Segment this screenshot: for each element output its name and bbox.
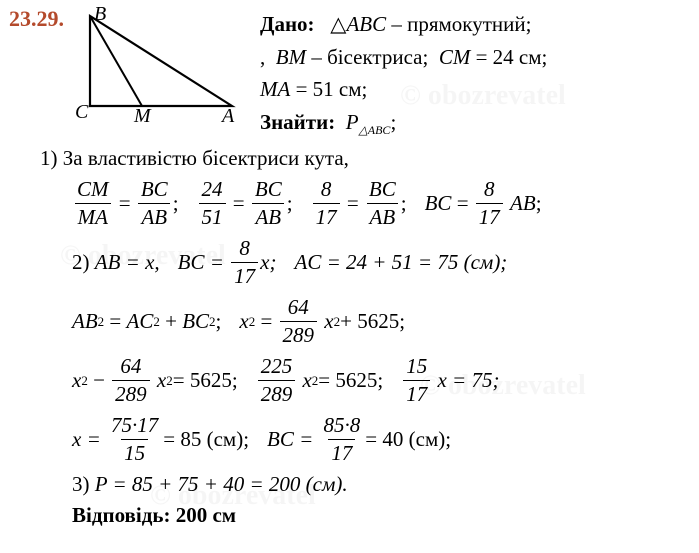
find-line: Знайти: P△ABC;: [260, 106, 690, 140]
step-1: 1) За властивістю бісектриси кута,: [40, 146, 690, 171]
row-1: CMMA = BCAB ; 2451 = BCAB ; 817 = BCAB ;…: [40, 177, 690, 230]
svg-text:A: A: [220, 105, 235, 124]
row-4: x2 − 64289 x2 = 5625; 225289 x2 = 5625; …: [40, 354, 690, 407]
find-sub: △ABC: [359, 123, 391, 137]
given-bm: BM: [276, 45, 306, 69]
answer-value: 200 см: [176, 503, 236, 528]
given-line-1: Дано: △ABC – прямокутний;: [260, 8, 690, 41]
given-cm: CM: [439, 45, 471, 69]
given-text-1b: – прямокутний;: [386, 12, 531, 36]
step-3: 3) P = 85 + 75 + 40 = 200 (см).: [40, 472, 690, 497]
given-text-3b: = 51 см;: [290, 77, 367, 101]
given-tri: ABC: [346, 12, 386, 36]
triangle-diagram: B C M A: [72, 6, 242, 124]
given-label: Дано:: [260, 12, 315, 36]
row-2: 2) AB = x, BC = 817 x; AC = 24 + 51 = 75…: [40, 236, 690, 289]
given-line-3: MA = 51 см;: [260, 73, 690, 106]
given-block: Дано: △ABC – прямокутний; , BM – бісектр…: [260, 8, 690, 139]
answer-line: Відповідь: 200 см: [40, 503, 690, 528]
given-text-2b: – бісектриса;: [306, 45, 428, 69]
row-3: AB2 = AC2 + BC2; x2 = 64289 x2 + 5625;: [40, 295, 690, 348]
find-label: Знайти:: [260, 110, 335, 134]
row-5: x = 75·1715 = 85 (см); BC = 85·817 = 40 …: [40, 413, 690, 466]
svg-text:B: B: [94, 6, 106, 25]
find-end: ;: [390, 110, 396, 134]
svg-text:C: C: [75, 101, 89, 123]
find-p: P: [346, 110, 359, 134]
given-line-2: , BM – бісектриса; CM = 24 см;: [260, 41, 690, 74]
given-text-2d: = 24 см;: [470, 45, 547, 69]
solution-block: 1) За властивістю бісектриси кута, CMMA …: [40, 146, 690, 534]
given-ma: MA: [260, 77, 290, 101]
answer-label: Відповідь:: [72, 503, 170, 528]
problem-number: 23.29.: [9, 6, 64, 32]
svg-text:M: M: [133, 105, 152, 124]
